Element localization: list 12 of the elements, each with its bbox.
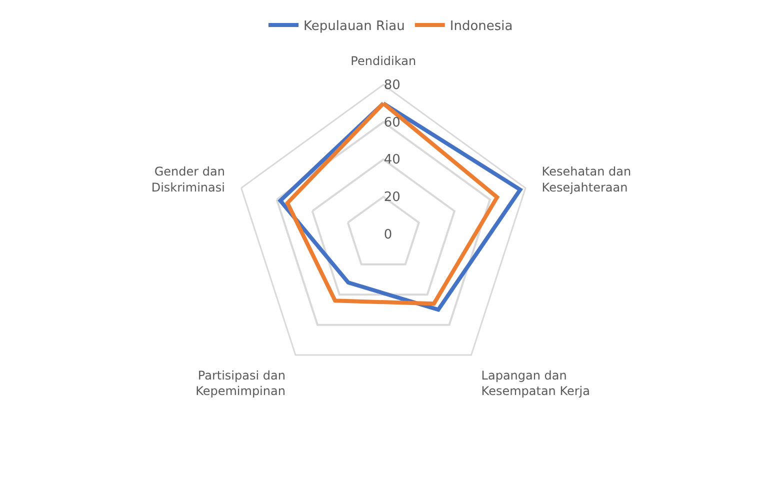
y-tick-label: 40 (384, 152, 400, 168)
spoke-label: Partisipasi dan Kepemimpinan (196, 368, 286, 398)
spoke-label: Kesehatan dan Kesejahteraan (542, 164, 632, 194)
y-tick-label: 60 (384, 115, 400, 130)
spoke-label: Gender dan Diskriminasi (151, 164, 225, 194)
spoke-label: Pendidikan (350, 54, 416, 68)
spoke-label: Lapangan dan Kesempatan Kerja (481, 368, 590, 398)
legend-label: Indonesia (450, 19, 513, 34)
legend-label: Kepulauan Riau (304, 19, 405, 34)
y-tick-label: 20 (384, 190, 400, 206)
y-tick-label: 0 (384, 227, 392, 242)
y-tick-label: 80 (384, 78, 400, 93)
